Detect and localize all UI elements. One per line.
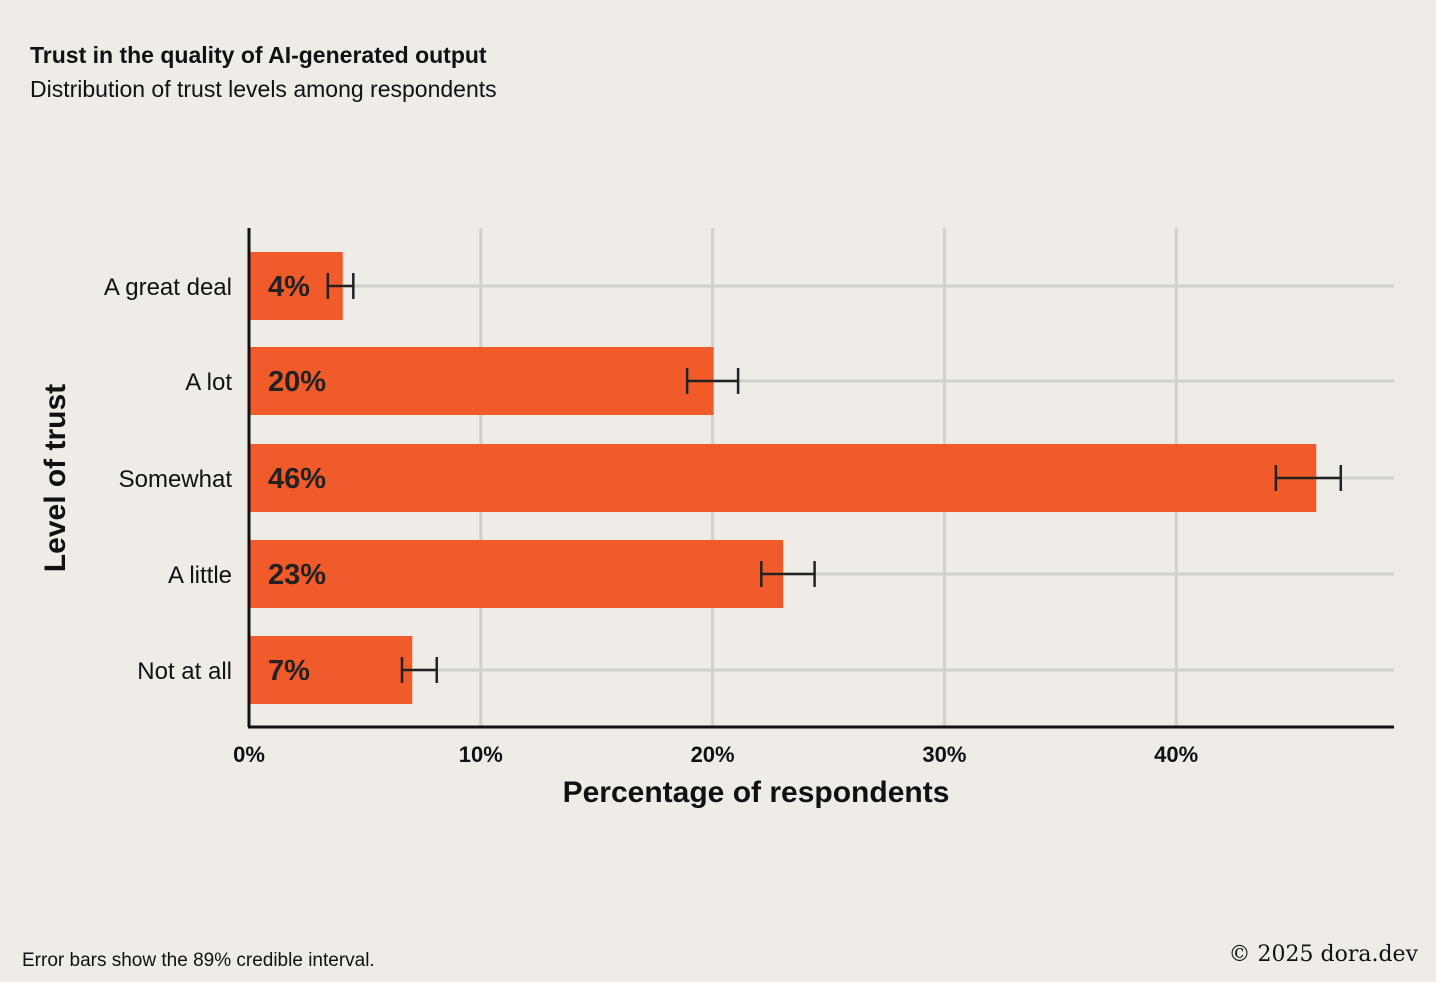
value-label-4: 7%: [268, 655, 310, 687]
category-label-2: Somewhat: [119, 466, 233, 493]
category-label-1: A lot: [185, 369, 232, 396]
value-label-0: 4%: [268, 271, 310, 303]
x-axis-title: Percentage of respondents: [563, 776, 950, 809]
x-tick-label-2: 20%: [691, 742, 735, 767]
x-tick-label-3: 30%: [922, 742, 966, 767]
chart-subtitle: Distribution of trust levels among respo…: [30, 76, 497, 102]
bars-layer: [250, 252, 1343, 704]
category-label-3: A little: [168, 562, 232, 589]
axes-layer: [247, 228, 1394, 729]
labels-layer: 0% 10% 20% 30% 40% 4% A great deal 20% A lot 46% S…: [104, 271, 1198, 767]
bar-1: [250, 347, 714, 415]
copyright: © 2025 dora.dev: [1228, 942, 1418, 967]
x-tick-label-4: 40%: [1154, 742, 1198, 767]
x-tick-label-0: 0%: [233, 742, 265, 767]
value-label-2: 46%: [268, 463, 326, 495]
x-tick-label-1: 10%: [459, 742, 503, 767]
bar-4: [250, 636, 413, 704]
value-label-1: 20%: [268, 366, 326, 398]
category-label-4: Not at all: [137, 658, 232, 685]
footnote: Error bars show the 89% credible interva…: [22, 950, 375, 971]
bar-3: [250, 540, 784, 608]
chart-title: Trust in the quality of AI-generated out…: [30, 42, 487, 68]
category-label-0: A great deal: [104, 274, 232, 301]
value-label-3: 23%: [268, 559, 326, 591]
chart-plot: 0% 10% 20% 30% 40% 4% A great deal 20% A lot 46% S…: [39, 228, 1394, 809]
bar-2: [250, 444, 1317, 512]
y-axis-title: Level of trust: [39, 384, 72, 572]
